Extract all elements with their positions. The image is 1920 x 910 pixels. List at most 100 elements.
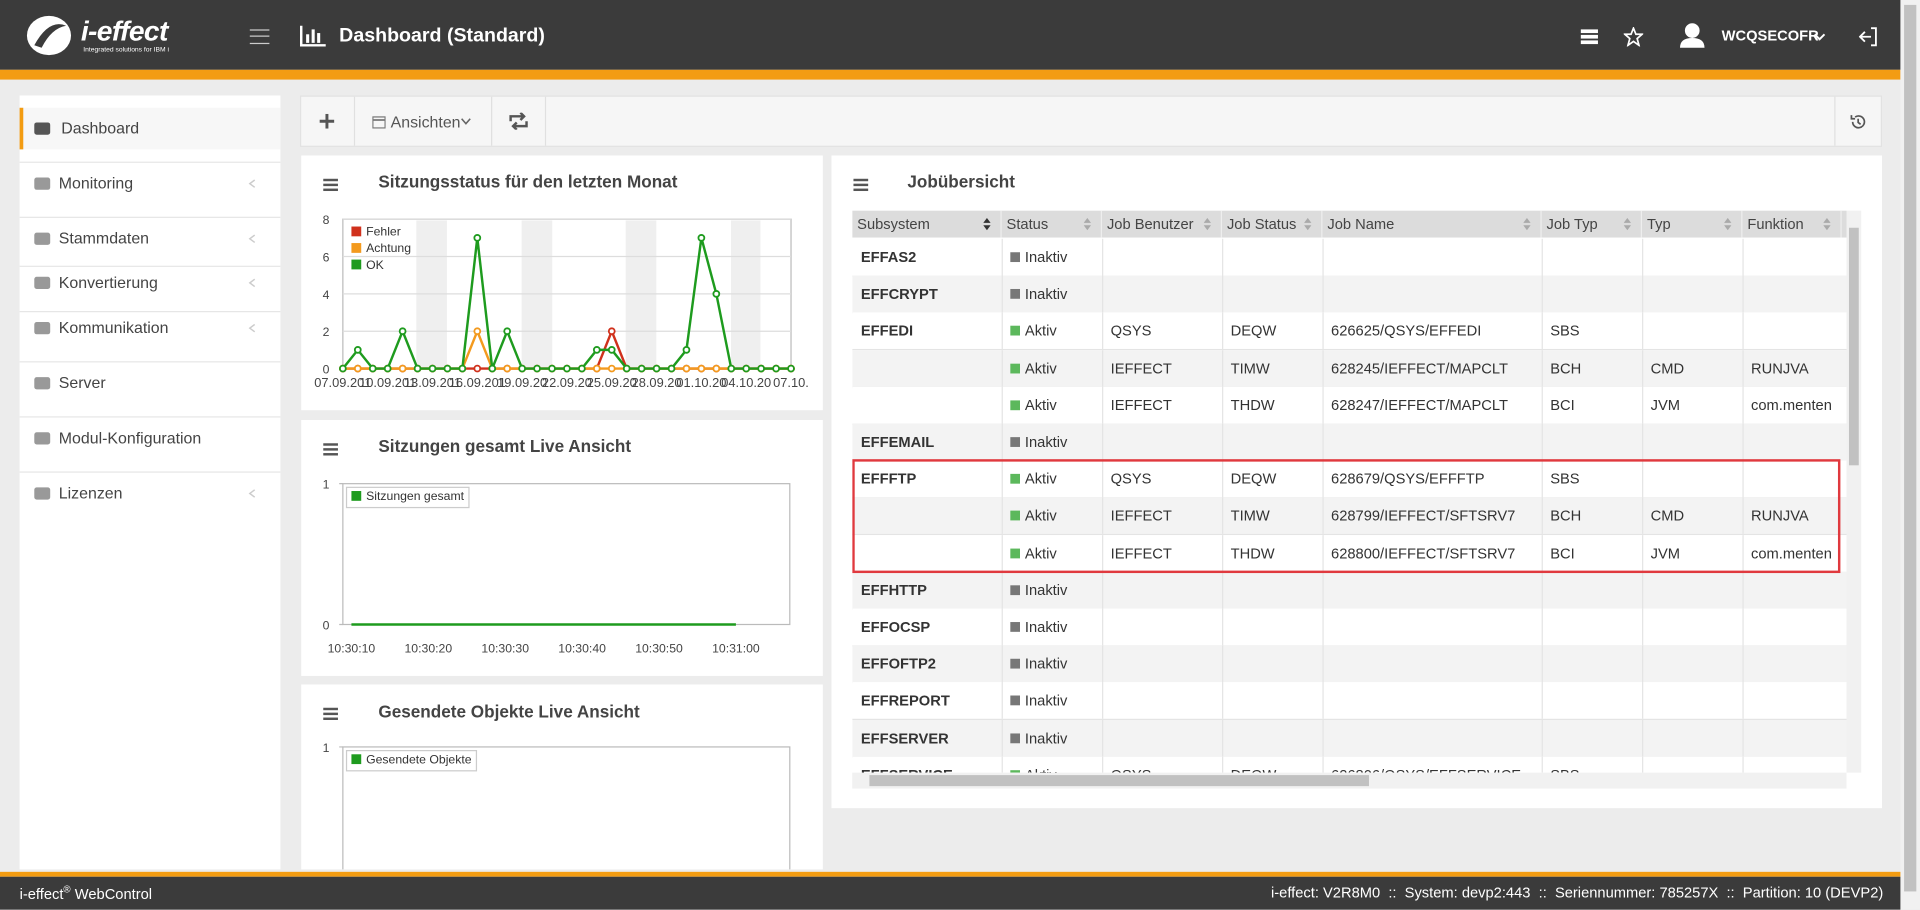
table-header xyxy=(852,210,1847,238)
table-cell: IEFFECT xyxy=(1111,387,1221,424)
user-caret[interactable] xyxy=(1813,32,1826,42)
data-point xyxy=(398,327,407,336)
column-header[interactable]: Job Benutzer xyxy=(1102,210,1223,238)
column-header[interactable]: Job Typ xyxy=(1542,210,1643,238)
footer-product: i-effect® WebControl xyxy=(20,884,152,902)
table-h-thumb[interactable] xyxy=(869,775,1369,787)
column-header[interactable]: Job Status xyxy=(1222,210,1323,238)
table-cell: SBS xyxy=(1550,461,1641,498)
data-point xyxy=(607,346,616,354)
status-icon xyxy=(1010,659,1021,669)
cell-border xyxy=(1001,386,1003,424)
user-name[interactable]: WCQSECOFR xyxy=(1721,26,1819,45)
column-header[interactable]: Subsystem xyxy=(852,210,1002,238)
y-tick-label: 1 xyxy=(323,478,330,492)
column-header[interactable]: Status xyxy=(1002,210,1103,238)
cell-border xyxy=(1642,460,1644,498)
cell-border xyxy=(1001,719,1003,757)
panel-title: Jobübersicht xyxy=(907,171,1015,192)
add-button[interactable] xyxy=(319,113,335,129)
cell-border xyxy=(1642,312,1644,350)
cell-border xyxy=(1642,275,1644,313)
column-header-label: Typ xyxy=(1646,215,1671,233)
cell-border xyxy=(1001,460,1003,498)
chevron-path xyxy=(248,179,256,188)
panel-menu[interactable] xyxy=(323,178,338,192)
cell-text: Aktiv xyxy=(1024,322,1057,340)
table-v-thumb[interactable] xyxy=(1848,227,1859,466)
subsystem-cell: EFFSERVER xyxy=(861,720,1001,757)
cell-text: IEFFECT xyxy=(1110,507,1172,525)
icon-shape xyxy=(34,276,51,289)
page-title: Dashboard (Standard) xyxy=(339,25,545,47)
table-cell: Inaktiv xyxy=(1010,572,1101,609)
cell-text: Inaktiv xyxy=(1024,618,1068,636)
column-header[interactable]: Funktion xyxy=(1742,210,1842,238)
column-header-label: Job Name xyxy=(1327,215,1395,233)
sidebar-separator xyxy=(19,216,281,218)
legend-box xyxy=(345,750,478,772)
cell-border xyxy=(1102,645,1104,683)
panel-menu[interactable] xyxy=(853,178,869,192)
server-icon[interactable] xyxy=(1580,28,1600,45)
sidebar xyxy=(19,95,281,870)
history-button[interactable] xyxy=(1850,114,1866,130)
sidebar-item[interactable]: Stammdaten xyxy=(20,218,281,260)
sidebar-item[interactable]: Modul-Konfiguration xyxy=(20,418,281,460)
cell-border xyxy=(1001,349,1003,387)
submenu-chevron xyxy=(248,489,256,498)
table-cell: THDW xyxy=(1231,535,1322,572)
favorite-icon[interactable] xyxy=(1623,26,1644,47)
sidebar-icon xyxy=(34,232,51,245)
page-scroll-thumb[interactable] xyxy=(1904,4,1917,892)
sort-icon xyxy=(1724,217,1732,231)
cell-border xyxy=(1642,497,1644,535)
job-table: Subsystem Status Job Benutzer Job Status Job… xyxy=(852,210,1847,773)
cell-text: Aktiv xyxy=(1024,396,1057,414)
chevron-path xyxy=(248,323,256,333)
data-point xyxy=(697,234,706,242)
cell-border xyxy=(1642,423,1644,461)
cell-text: EFFSERVICE xyxy=(861,766,953,772)
sidebar-label: Server xyxy=(58,373,106,392)
sort-arrows xyxy=(983,217,991,231)
column-header[interactable]: Typ xyxy=(1642,210,1743,238)
cell-border xyxy=(1102,571,1104,609)
cell-text: EFFREPORT xyxy=(860,692,950,710)
cell-border xyxy=(1102,386,1104,424)
logout-icon[interactable] xyxy=(1858,27,1879,47)
views-caret xyxy=(461,118,471,125)
table-cell: DEQW xyxy=(1231,313,1322,350)
sidebar-item[interactable]: Konvertierung xyxy=(20,262,281,304)
table-cell: Aktiv xyxy=(1010,498,1101,535)
sidebar-item[interactable]: Lizenzen xyxy=(20,473,281,515)
column-header[interactable]: Job Name xyxy=(1322,210,1542,238)
sidebar-item[interactable]: Kommunikation xyxy=(20,307,281,349)
cell-text: Aktiv xyxy=(1024,470,1057,488)
table-cell: Inaktiv xyxy=(1010,683,1101,720)
refresh-button[interactable] xyxy=(508,112,529,130)
sort-icon xyxy=(1083,217,1092,231)
table-cell: 626806/QSYS/EFFSERVICE xyxy=(1331,756,1540,772)
sidebar-separator xyxy=(19,265,281,267)
user-icon[interactable] xyxy=(1680,22,1705,49)
cell-border xyxy=(1642,534,1644,572)
menu-toggle[interactable] xyxy=(249,29,270,45)
y-tick-label: 0 xyxy=(323,618,330,632)
data-point xyxy=(428,364,437,373)
sidebar-item[interactable]: Server xyxy=(20,362,281,404)
cell-border xyxy=(1322,571,1324,609)
cell-border xyxy=(1102,460,1104,498)
views-button[interactable]: Ansichten xyxy=(390,112,461,132)
cell-text: IEFFECT xyxy=(1110,544,1172,562)
panel-menu[interactable] xyxy=(323,443,338,456)
table-cell: com.menten xyxy=(1751,535,1840,572)
cell-text: BCI xyxy=(1550,544,1575,562)
sidebar-item[interactable]: Dashboard xyxy=(19,107,281,150)
cell-border xyxy=(1742,423,1744,461)
x-tick-label: 07.09.201 xyxy=(314,375,371,390)
panel-menu[interactable] xyxy=(323,707,338,721)
sidebar-item[interactable]: Monitoring xyxy=(20,163,281,205)
table-cell: Aktiv xyxy=(1010,461,1101,498)
